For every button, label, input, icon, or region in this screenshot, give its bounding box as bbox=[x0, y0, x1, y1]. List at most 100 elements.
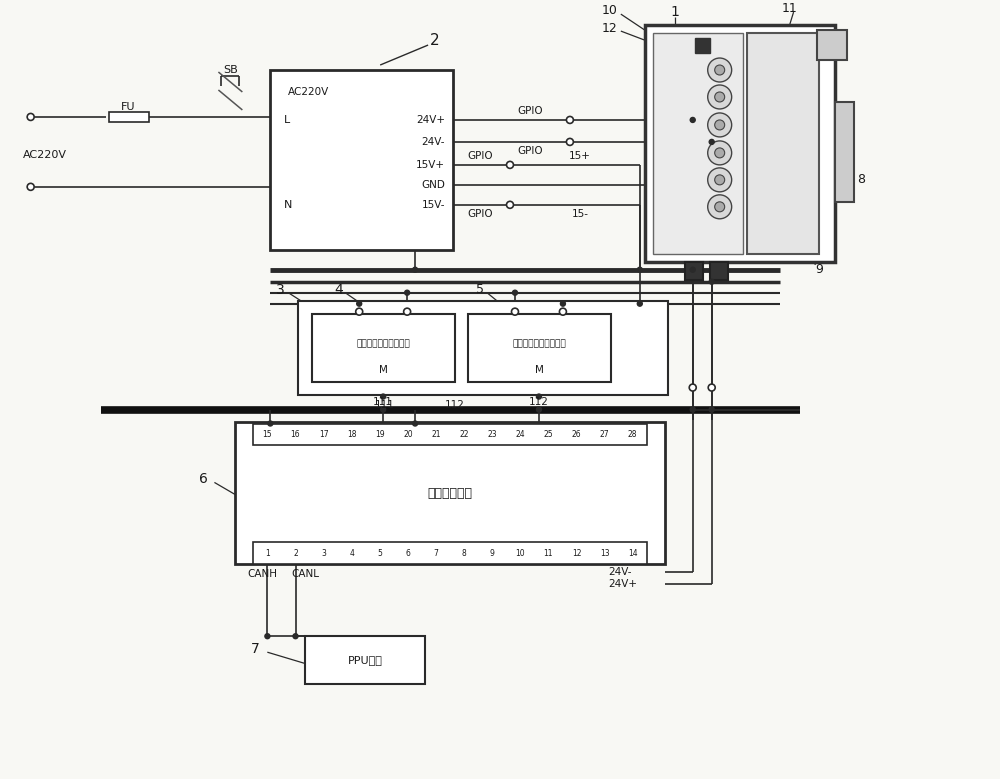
Text: 26: 26 bbox=[572, 430, 581, 439]
Text: 16: 16 bbox=[291, 430, 300, 439]
Circle shape bbox=[708, 141, 732, 165]
Text: 15V+: 15V+ bbox=[416, 160, 445, 170]
Text: 24: 24 bbox=[516, 430, 525, 439]
Text: 直流配电板电压变送器: 直流配电板电压变送器 bbox=[356, 339, 410, 348]
Text: 直流配电板电流变送器: 直流配电板电流变送器 bbox=[512, 339, 566, 348]
Text: 111: 111 bbox=[373, 397, 393, 407]
Bar bbox=[312, 314, 455, 382]
Bar bbox=[235, 421, 665, 564]
Circle shape bbox=[413, 267, 418, 272]
Circle shape bbox=[690, 118, 695, 122]
Text: 12: 12 bbox=[602, 22, 618, 34]
Bar bbox=[710, 262, 728, 280]
Circle shape bbox=[536, 394, 541, 399]
Text: 24V-: 24V- bbox=[608, 567, 631, 577]
Text: 24V+: 24V+ bbox=[608, 580, 637, 589]
Circle shape bbox=[27, 183, 34, 190]
Text: 4: 4 bbox=[349, 549, 354, 558]
Text: 1: 1 bbox=[670, 5, 679, 19]
Text: 28: 28 bbox=[628, 430, 637, 439]
Text: L: L bbox=[284, 115, 291, 125]
Text: GPIO: GPIO bbox=[517, 106, 543, 116]
Bar bbox=[305, 636, 425, 684]
Text: CANH: CANH bbox=[247, 569, 277, 580]
Text: M: M bbox=[379, 365, 388, 375]
Circle shape bbox=[566, 139, 573, 146]
Text: 6: 6 bbox=[199, 472, 208, 486]
Circle shape bbox=[356, 308, 363, 315]
Circle shape bbox=[357, 301, 362, 306]
Text: 24V+: 24V+ bbox=[416, 115, 445, 125]
Text: 9: 9 bbox=[490, 549, 495, 558]
Text: 2: 2 bbox=[430, 33, 440, 48]
Circle shape bbox=[536, 407, 541, 412]
Bar bbox=[817, 30, 847, 60]
Text: 15-: 15- bbox=[571, 209, 588, 219]
Circle shape bbox=[560, 301, 565, 306]
Circle shape bbox=[511, 308, 518, 315]
Text: 23: 23 bbox=[487, 430, 497, 439]
Text: 112: 112 bbox=[529, 397, 549, 407]
Text: AC220V: AC220V bbox=[288, 87, 330, 97]
Text: 20: 20 bbox=[403, 430, 413, 439]
Text: 111: 111 bbox=[375, 400, 395, 410]
Circle shape bbox=[715, 92, 725, 102]
Circle shape bbox=[506, 161, 513, 168]
Circle shape bbox=[637, 267, 642, 272]
Text: 22: 22 bbox=[459, 430, 469, 439]
Circle shape bbox=[708, 113, 732, 137]
Circle shape bbox=[708, 195, 732, 219]
Text: 11: 11 bbox=[782, 2, 797, 15]
Text: 15+: 15+ bbox=[569, 151, 591, 161]
Text: 17: 17 bbox=[319, 430, 328, 439]
Text: 7: 7 bbox=[434, 549, 438, 558]
Circle shape bbox=[405, 291, 410, 295]
Text: 9: 9 bbox=[816, 263, 823, 277]
Circle shape bbox=[708, 384, 715, 391]
Text: 10: 10 bbox=[516, 549, 525, 558]
Text: 15: 15 bbox=[263, 430, 272, 439]
Bar bbox=[109, 112, 149, 122]
Text: 1: 1 bbox=[265, 549, 270, 558]
Text: M: M bbox=[535, 365, 543, 375]
Bar bbox=[253, 542, 647, 564]
Bar bbox=[835, 102, 854, 202]
Bar bbox=[747, 33, 819, 254]
Circle shape bbox=[689, 384, 696, 391]
Circle shape bbox=[690, 407, 695, 412]
Text: PPU装置: PPU装置 bbox=[348, 655, 383, 665]
Circle shape bbox=[715, 202, 725, 212]
Text: 112: 112 bbox=[445, 400, 465, 410]
Text: 21: 21 bbox=[431, 430, 441, 439]
Text: 15V-: 15V- bbox=[422, 200, 445, 210]
Text: 5: 5 bbox=[476, 284, 484, 296]
Text: 2: 2 bbox=[293, 549, 298, 558]
Circle shape bbox=[709, 279, 714, 284]
Circle shape bbox=[512, 291, 517, 295]
Text: 18: 18 bbox=[347, 430, 356, 439]
Circle shape bbox=[381, 407, 386, 412]
Text: 4: 4 bbox=[334, 283, 343, 297]
Text: GPIO: GPIO bbox=[467, 151, 493, 161]
Circle shape bbox=[404, 308, 411, 315]
Bar bbox=[695, 38, 710, 53]
Text: GND: GND bbox=[421, 180, 445, 190]
Circle shape bbox=[715, 120, 725, 130]
Circle shape bbox=[27, 114, 34, 121]
Circle shape bbox=[715, 148, 725, 158]
Text: 7: 7 bbox=[251, 642, 260, 656]
Bar bbox=[685, 262, 703, 280]
Circle shape bbox=[709, 407, 714, 412]
Circle shape bbox=[708, 85, 732, 109]
Text: 12: 12 bbox=[572, 549, 581, 558]
Text: 24V-: 24V- bbox=[422, 137, 445, 147]
Text: 8: 8 bbox=[462, 549, 466, 558]
Text: 11: 11 bbox=[544, 549, 553, 558]
Text: 13: 13 bbox=[600, 549, 609, 558]
Bar bbox=[298, 301, 668, 394]
Text: SB: SB bbox=[223, 65, 238, 75]
Bar bbox=[253, 424, 647, 446]
Text: 6: 6 bbox=[405, 549, 410, 558]
Circle shape bbox=[559, 308, 566, 315]
Circle shape bbox=[566, 116, 573, 123]
